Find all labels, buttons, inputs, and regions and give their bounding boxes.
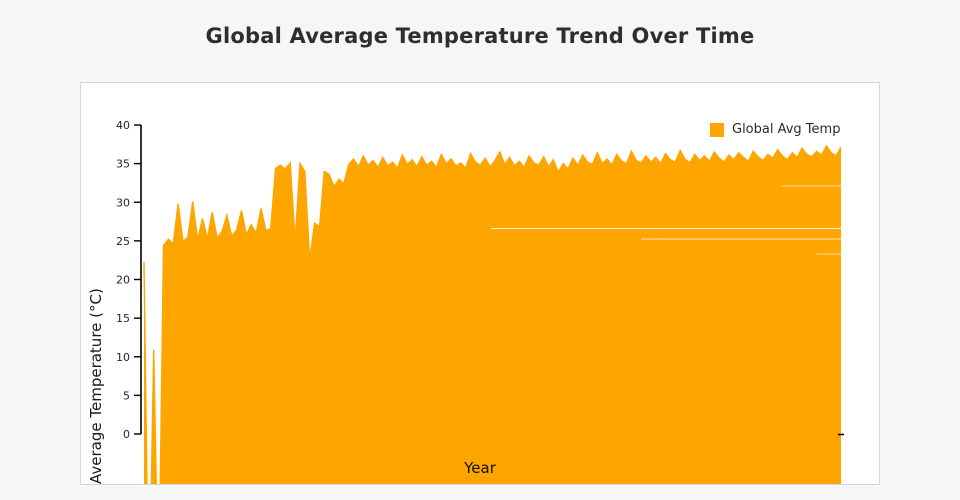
temperature-line	[143, 144, 842, 484]
legend-swatch-icon	[710, 122, 724, 137]
legend-label: Global Avg Temp	[732, 122, 841, 137]
x-axis-title: Year	[464, 459, 496, 477]
y-tick-label: 35	[116, 158, 130, 171]
temperature-area-chart: 0 5 10 15 20 25 30 35 40	[116, 119, 844, 484]
y-tick-label: 5	[123, 389, 130, 402]
y-tick-label: 15	[116, 312, 130, 325]
temperature-area-fill	[144, 145, 841, 484]
y-tick-label: 0	[123, 428, 130, 441]
y-axis-title: Average Temperature (°C)	[87, 288, 105, 484]
y-tick-label: 30	[116, 196, 130, 209]
y-tick-label: 25	[116, 235, 130, 248]
legend: Global Avg Temp	[710, 122, 840, 137]
y-tick-label: 40	[116, 119, 130, 132]
chart-title: Global Average Temperature Trend Over Ti…	[205, 24, 755, 48]
chart-card: 0 5 10 15 20 25 30 35 40 Average Temperature (°C…	[80, 82, 880, 485]
y-tick-label: 10	[116, 351, 130, 364]
y-tick-label: 20	[116, 274, 130, 287]
